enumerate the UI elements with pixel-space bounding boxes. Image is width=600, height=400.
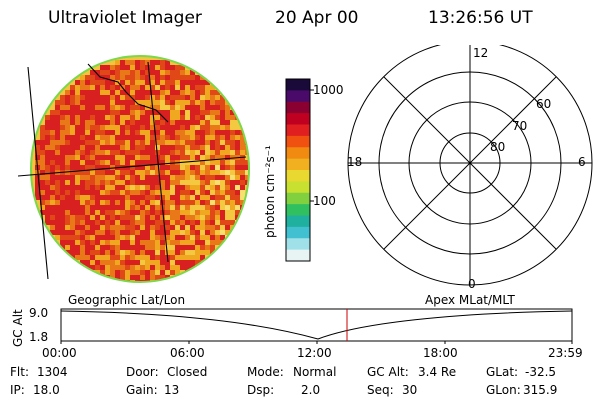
- seq-value: 30: [402, 383, 418, 397]
- apex-label: Apex MLat/MLT: [425, 293, 515, 307]
- colorbar-stripe: [286, 124, 310, 137]
- ip-value: 18.0: [33, 383, 60, 397]
- gcalt-label: GC Alt:: [367, 365, 409, 379]
- mlt-label-6: 6: [578, 155, 586, 169]
- mlat-label-70: 70: [512, 119, 528, 133]
- parallel-line: [18, 156, 247, 177]
- meridian-line: [147, 61, 169, 263]
- colorbar-tick-100: 100: [313, 194, 336, 208]
- colorbar-stripe: [286, 204, 310, 217]
- altitude-tick-1.8: 1.8: [29, 330, 49, 344]
- colorbar-stripe: [286, 135, 310, 148]
- colorbar-stripe: [286, 113, 310, 126]
- colorbar-stripe: [286, 170, 310, 182]
- colorbar-stripe: [286, 181, 310, 194]
- color-scale-bar: [285, 78, 314, 262]
- altitude-timeline: [60, 308, 573, 344]
- app-title: Ultraviolet Imager: [48, 8, 202, 28]
- glon-value: 315.9: [523, 383, 558, 397]
- colorbar-stripe: [286, 101, 310, 114]
- parallel-arc: [87, 63, 169, 123]
- geographic-label: Geographic Lat/Lon: [68, 293, 186, 307]
- colorbar-stripe: [286, 249, 310, 262]
- mlt-label-0: 0: [468, 277, 476, 291]
- time-tick-2359: 23:59: [548, 346, 583, 360]
- colorbar-stripe: [286, 147, 310, 160]
- flt-value: 1304: [37, 365, 68, 379]
- colorbar-tick-1000: 1000: [313, 83, 344, 97]
- glon-label: GLon:: [486, 383, 521, 397]
- header-date: 20 Apr 00: [275, 8, 359, 28]
- geographic-grid: [18, 61, 247, 280]
- colorbar-stripe: [286, 215, 310, 228]
- magnetic-polar-plot: [347, 45, 593, 286]
- mlat-label-60: 60: [536, 97, 552, 111]
- colorbar-stripe: [286, 192, 310, 205]
- mlat-label-80: 80: [490, 140, 506, 154]
- door-value: Closed: [167, 365, 208, 379]
- time-tick-1800: 18:00: [423, 346, 458, 360]
- mode-label: Mode:: [247, 365, 284, 379]
- time-tick-0000: 00:00: [42, 346, 77, 360]
- meridian-line: [27, 66, 49, 280]
- altitude-tick-9: 9.0: [29, 306, 49, 320]
- time-tick-0600: 06:00: [170, 346, 205, 360]
- colorbar-stripe: [286, 226, 310, 239]
- header-time: 13:26:56 UT: [428, 8, 533, 28]
- uv-emission-field: [32, 57, 248, 281]
- colorbar-stripe: [286, 90, 310, 103]
- colorbar-stripe: [286, 238, 310, 251]
- mlt-diagonal: [383, 76, 557, 250]
- colorbar-stripe: [286, 79, 310, 91]
- altitude-curve: [60, 310, 573, 340]
- gain-label: Gain:: [126, 383, 158, 397]
- time-tick-1200: 12:00: [297, 346, 332, 360]
- seq-label: Seq:: [367, 383, 394, 397]
- flt-label: Flt:: [10, 365, 29, 379]
- dsp-value: 2.0: [301, 383, 321, 397]
- gcalt-value: 3.4 Re: [418, 365, 457, 379]
- glat-value: -32.5: [525, 365, 557, 379]
- mlt-label-12: 12: [473, 46, 489, 60]
- ip-label: IP:: [10, 383, 25, 397]
- colorbar-label: photon cm⁻²s⁻¹: [263, 145, 277, 238]
- altitude-axis-label: GC Alt: [11, 309, 25, 347]
- dsp-label: Dsp:: [247, 383, 275, 397]
- gain-value: 13: [164, 383, 180, 397]
- mlt-label-18: 18: [347, 155, 363, 169]
- glat-label: GLat:: [486, 365, 519, 379]
- mode-value: Normal: [293, 365, 337, 379]
- colorbar-stripe: [286, 158, 310, 171]
- earth-uv-image: [18, 55, 250, 283]
- door-label: Door:: [126, 365, 159, 379]
